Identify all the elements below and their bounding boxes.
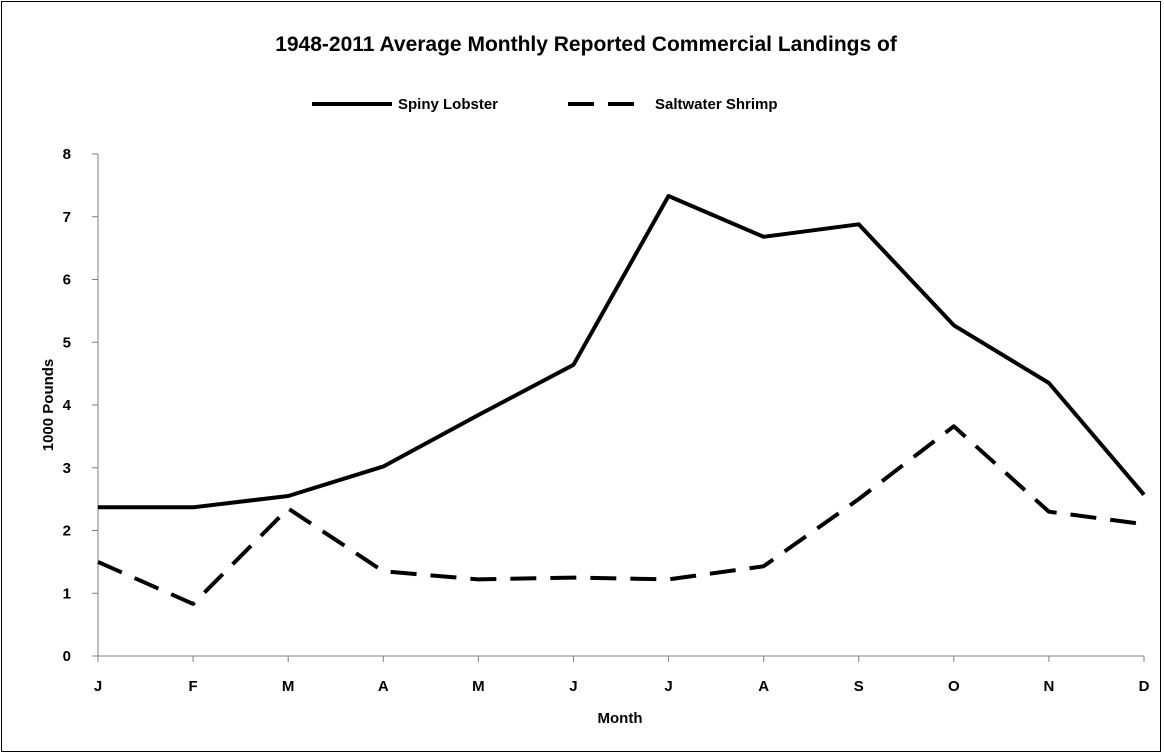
x-tick-label: N bbox=[1043, 678, 1054, 695]
y-tick-label: 0 bbox=[63, 648, 71, 665]
series-line-saltwater-shrimp bbox=[97, 424, 1145, 606]
series-layer bbox=[97, 194, 1146, 606]
legend: Spiny Lobster Saltwater Shrimp bbox=[312, 96, 778, 113]
x-tick-label: J bbox=[94, 678, 102, 695]
y-tick-label: 1 bbox=[63, 585, 71, 602]
x-tick-label: F bbox=[189, 678, 198, 695]
chart-title: 1948-2011 Average Monthly Reported Comme… bbox=[275, 33, 898, 56]
y-tick-label: 5 bbox=[63, 334, 71, 351]
x-tick-label: M bbox=[282, 678, 295, 695]
y-tick-label: 2 bbox=[63, 523, 71, 540]
y-tick-label: 7 bbox=[63, 209, 71, 226]
y-tick-label: 4 bbox=[63, 397, 72, 414]
x-tick-label: M bbox=[472, 678, 485, 695]
x-tick-label: D bbox=[1139, 678, 1150, 695]
legend-label-saltwater-shrimp: Saltwater Shrimp bbox=[655, 96, 778, 113]
x-tick-label: A bbox=[758, 678, 769, 695]
legend-label-spiny-lobster: Spiny Lobster bbox=[398, 96, 498, 113]
y-tick-label: 6 bbox=[63, 272, 71, 289]
y-axis-title: 1000 Pounds bbox=[40, 359, 57, 452]
x-tick-label: J bbox=[664, 678, 672, 695]
x-axis-title: Month bbox=[598, 710, 643, 727]
x-tick-label: A bbox=[378, 678, 389, 695]
y-axis-ticks: 0 1 2 3 4 5 6 7 8 bbox=[63, 146, 98, 665]
y-tick-label: 3 bbox=[63, 460, 71, 477]
x-tick-label: S bbox=[854, 678, 864, 695]
x-tick-label: J bbox=[569, 678, 577, 695]
y-tick-label: 8 bbox=[63, 146, 71, 163]
series-line-spiny-lobster bbox=[98, 194, 1146, 510]
x-tick-label: O bbox=[948, 678, 960, 695]
